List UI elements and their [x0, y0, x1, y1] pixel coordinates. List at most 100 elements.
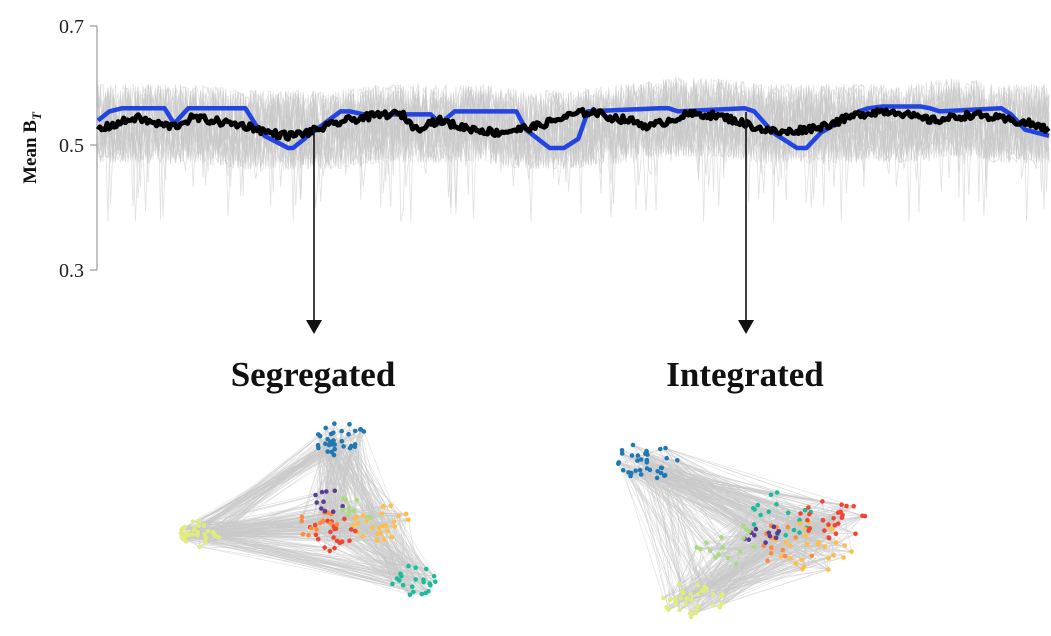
network-edge	[744, 537, 829, 540]
network-edge	[666, 458, 697, 548]
network-node	[216, 535, 221, 540]
network-edge	[188, 534, 414, 593]
network-node	[390, 581, 395, 587]
network-edge	[380, 533, 416, 580]
network-edge	[664, 475, 682, 599]
network-edge	[706, 545, 791, 590]
y-axis-title-subscript: T	[29, 111, 44, 120]
network-node	[826, 555, 831, 561]
network-node	[340, 507, 346, 513]
network-edge	[330, 431, 342, 524]
network-node	[822, 544, 827, 550]
network-node	[339, 539, 345, 544]
network-node	[314, 527, 319, 532]
network-node	[793, 535, 798, 540]
network-edge	[701, 508, 754, 591]
network-edge	[341, 441, 358, 501]
network-node	[424, 566, 429, 572]
timeseries-plot: 0.7 0.5 0.3 Mean BT	[20, 16, 1051, 282]
network-edge	[677, 460, 744, 526]
network-node	[678, 595, 684, 601]
network-node	[775, 530, 780, 536]
network-node	[769, 545, 774, 550]
network-node	[725, 555, 731, 561]
network-node	[704, 540, 709, 545]
network-edge	[696, 520, 824, 610]
network-node	[753, 526, 759, 532]
network-node	[793, 561, 799, 566]
network-node	[360, 533, 366, 539]
network-node	[816, 539, 821, 545]
network-edge	[186, 541, 335, 549]
network-node	[658, 446, 663, 452]
network-node	[347, 421, 352, 427]
network-node	[826, 522, 831, 527]
network-node	[835, 521, 841, 526]
network-node	[203, 535, 209, 541]
network-node	[327, 548, 333, 554]
network-node	[713, 555, 718, 560]
network-node	[831, 552, 837, 558]
network-edge	[661, 467, 839, 513]
network-node	[180, 536, 186, 541]
network-edge	[184, 526, 373, 529]
network-edge	[686, 503, 777, 599]
network-node	[348, 443, 354, 449]
network-edge	[706, 528, 805, 590]
network-node	[383, 523, 389, 529]
network-edge	[675, 532, 769, 600]
network-edge	[841, 504, 852, 552]
network-edge	[713, 492, 778, 595]
network-node	[782, 553, 788, 559]
network-node	[331, 430, 336, 436]
network-node	[696, 591, 701, 597]
network-node	[851, 504, 856, 509]
network-node	[766, 509, 772, 514]
network-edge	[770, 494, 856, 535]
network-node	[694, 606, 700, 612]
network-node	[752, 533, 757, 538]
network-node	[321, 499, 326, 505]
network-edge	[308, 535, 325, 548]
network-node	[774, 490, 780, 495]
network-node	[319, 506, 324, 511]
network-node	[619, 448, 625, 453]
network-node	[325, 437, 331, 442]
network-node	[620, 467, 626, 473]
network-edge	[360, 429, 398, 579]
network-edge	[618, 462, 711, 551]
individual-trace	[97, 79, 1050, 220]
network-edge	[674, 504, 759, 600]
network-node	[797, 517, 802, 523]
network-edge	[635, 470, 774, 528]
network-edge	[214, 534, 422, 595]
network-node	[684, 595, 689, 601]
network-node	[635, 458, 640, 463]
network-edge	[695, 569, 829, 613]
network-node	[807, 511, 812, 517]
network-node	[328, 520, 333, 526]
network-node	[202, 532, 208, 537]
network-node	[663, 445, 668, 451]
network-edge	[197, 434, 319, 533]
network-edge	[185, 451, 333, 536]
network-node	[719, 593, 724, 598]
network-node	[799, 557, 804, 562]
network-segregated-nodes	[178, 421, 438, 598]
network-node	[839, 502, 844, 508]
network-edge	[682, 557, 844, 593]
network-node	[322, 545, 328, 550]
network-node	[331, 438, 336, 443]
network-node	[185, 530, 191, 535]
network-edge	[657, 471, 823, 502]
network-edge	[214, 521, 332, 535]
network-node	[741, 523, 746, 528]
network-node	[826, 567, 831, 572]
network-node	[677, 581, 682, 587]
network-edge	[335, 528, 384, 540]
network-edge	[690, 533, 778, 618]
network-edge	[185, 536, 335, 549]
network-node	[619, 451, 625, 456]
network-node	[833, 531, 839, 536]
